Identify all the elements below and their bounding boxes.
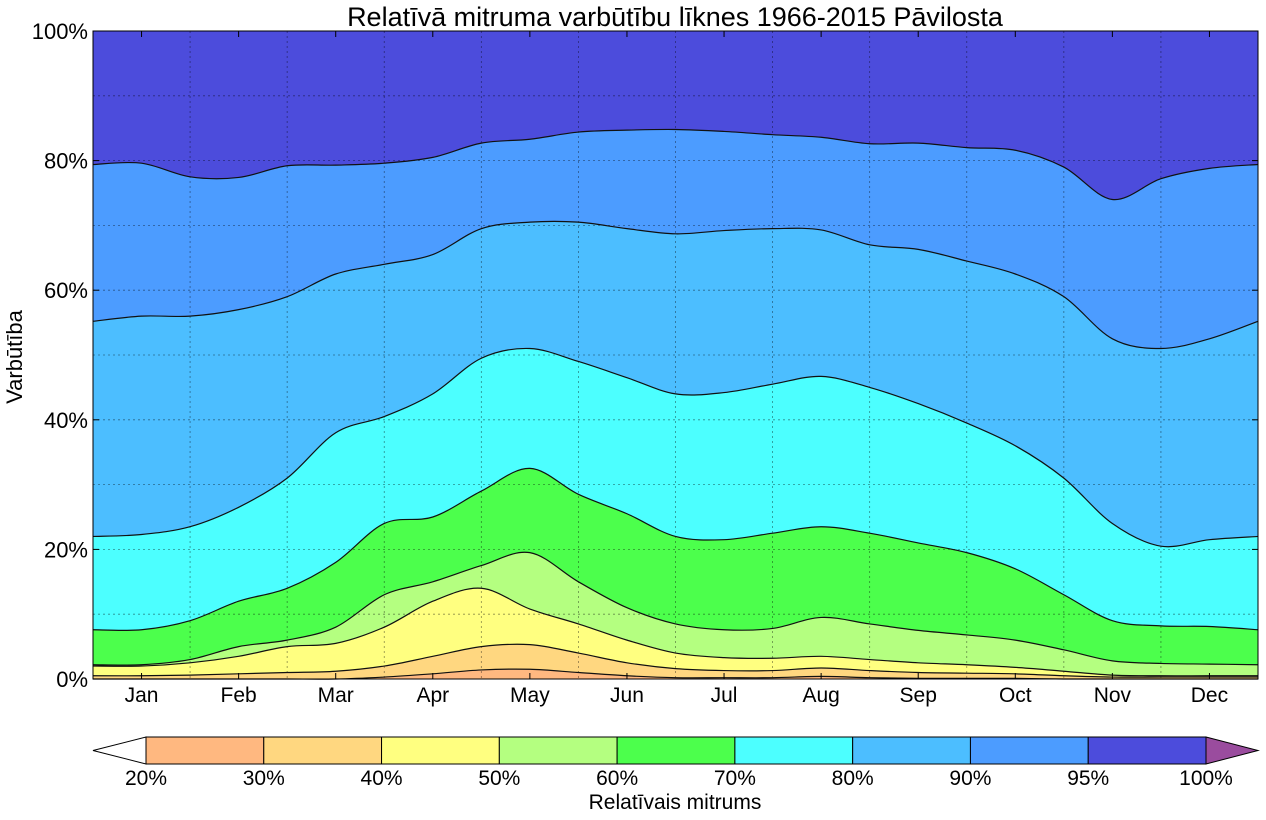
probability-curve-6	[92, 347, 1259, 548]
colorbar-tick-label: 60%	[596, 767, 638, 790]
colorbar-over-arrow	[1205, 736, 1260, 765]
x-tick-label: Oct	[999, 684, 1032, 707]
y-axis-ticks: 0% 20% 40% 60% 80% 100%	[32, 19, 1258, 692]
colorbar-under-arrow	[92, 736, 147, 765]
x-tick-label: Apr	[416, 684, 449, 707]
colorbar-tick-label: 30%	[243, 767, 285, 790]
probability-bands	[93, 31, 1258, 680]
colorbar-segment	[1087, 736, 1207, 765]
x-tick-label: Aug	[802, 684, 839, 707]
colorbar-segment	[381, 736, 500, 765]
probability-band-4	[93, 552, 1258, 676]
x-tick-label: Jan	[125, 684, 159, 707]
y-tick-label: 60%	[44, 278, 88, 303]
x-axis-ticks: Jan Feb Mar Apr May Jun Jul Aug Sep Oct Nov Dec	[125, 31, 1228, 707]
colorbar-segment	[263, 736, 383, 765]
colorbar-tick-label: 95%	[1067, 767, 1109, 790]
x-tick-label: Mar	[318, 684, 354, 707]
probability-band-2	[93, 644, 1258, 680]
colorbar-segment	[734, 736, 854, 765]
probability-curve-2	[92, 643, 1258, 678]
x-tick-label: Feb	[221, 684, 257, 707]
colorbar-segment	[498, 736, 618, 765]
colorbar-segment	[616, 736, 736, 765]
y-tick-label: 80%	[44, 149, 88, 174]
chart-title: Relatīvā mitruma varbūtību līknes 1966-2…	[347, 2, 1004, 32]
y-tick-label: 40%	[44, 408, 88, 433]
y-axis-label: Varbūtība	[2, 309, 27, 404]
y-tick-label: 100%	[32, 19, 88, 44]
x-tick-label: Jun	[610, 684, 644, 707]
probability-curve-4	[92, 551, 1259, 666]
plot-frame	[92, 30, 1259, 680]
probability-curve-8	[92, 128, 1259, 201]
probability-curve-3	[92, 587, 1258, 677]
probability-curve-7	[92, 220, 1259, 350]
colorbar: 20% 30% 40% 50% 60% 70% 80% 90% 95% 100%	[92, 736, 1260, 790]
colorbar-tick-label: 50%	[478, 767, 520, 790]
probability-band-5	[93, 468, 1258, 666]
colorbar-tick-label: 70%	[714, 767, 756, 790]
x-tick-label: Dec	[1191, 684, 1228, 707]
colorbar-tick-label: 90%	[949, 767, 991, 790]
probability-band-7	[93, 221, 1258, 547]
colorbar-segment	[852, 736, 971, 765]
colorbar-tick-label: 80%	[832, 767, 874, 790]
probability-band-3	[93, 588, 1258, 678]
colorbar-tick-label: 40%	[361, 767, 403, 790]
x-tick-label: Sep	[900, 684, 937, 707]
colorbar-label: Relatīvais mitrums	[589, 791, 762, 814]
x-tick-label: May	[510, 684, 550, 707]
probability-band-9	[93, 31, 1258, 200]
colorbar-tick-label: 20%	[125, 767, 167, 790]
probability-curve-5	[92, 467, 1259, 632]
colorbar-segment	[969, 736, 1089, 765]
y-tick-label: 20%	[44, 537, 88, 562]
x-tick-label: Nov	[1094, 684, 1132, 707]
y-tick-label: 0%	[56, 667, 88, 692]
grid-lines	[93, 31, 1258, 679]
probability-band-8	[93, 129, 1258, 349]
x-tick-label: Jul	[711, 684, 738, 707]
probability-band-6	[93, 348, 1258, 631]
colorbar-segment	[145, 736, 265, 765]
colorbar-tick-label: 100%	[1179, 767, 1233, 790]
